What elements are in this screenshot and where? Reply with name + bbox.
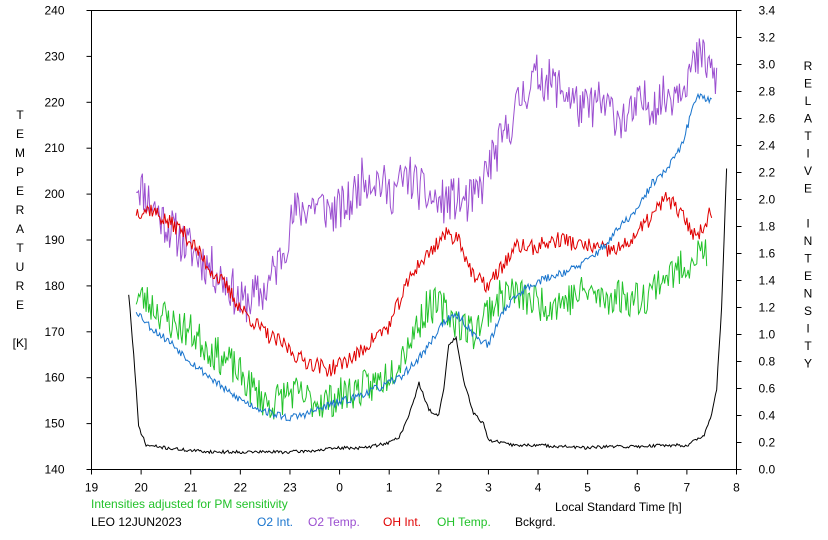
y-left-tick-label: 160 <box>44 371 64 385</box>
y-left-title-letter: E <box>16 127 24 141</box>
legend-item: OH Int. <box>383 515 421 529</box>
y-right-title-letter: N <box>804 234 813 248</box>
axis-labels: 19 20 21 22 23 0 1 2 3 4 5 6 7 8140150160170180190200… <box>13 4 813 530</box>
y-right-title-letter: T <box>804 339 812 353</box>
x-tick-label: 6 <box>634 481 641 495</box>
y-right-tick-label: 0.4 <box>759 409 776 423</box>
x-tick-label: 8 <box>733 481 740 495</box>
x-tick-label: 21 <box>184 481 198 495</box>
legend-item: OH Temp. <box>437 515 491 529</box>
x-tick-label: 22 <box>234 481 248 495</box>
series-oh-temp- <box>135 239 708 420</box>
series-bckgrd- <box>128 168 728 455</box>
y-right-title-letter: E <box>804 182 812 196</box>
y-right-title-letter: A <box>804 112 812 126</box>
y-right-tick-label: 2.4 <box>759 139 776 153</box>
legend-item: O2 Int. <box>257 515 293 529</box>
y-right-title-letter: Y <box>804 357 812 371</box>
y-right-title-letter: I <box>806 217 809 231</box>
y-left-title-letter: [K] <box>13 336 28 350</box>
y-right-title-letter: E <box>804 77 812 91</box>
y-left-title-letter: R <box>16 279 25 293</box>
y-right-title-letter: L <box>805 94 812 108</box>
x-tick-label: 4 <box>535 481 542 495</box>
y-left-title-letter: T <box>16 108 24 122</box>
legend-item: O2 Temp. <box>308 515 360 529</box>
y-left-tick-label: 170 <box>44 325 64 339</box>
x-tick-label: 23 <box>283 481 297 495</box>
legend-item: Bckgrd. <box>515 515 556 529</box>
y-left-tick-label: 150 <box>44 417 64 431</box>
y-left-title-letter: P <box>16 165 24 179</box>
y-right-tick-label: 1.2 <box>759 301 776 315</box>
y-right-tick-label: 2.8 <box>759 85 776 99</box>
y-right-title-letter: V <box>804 164 812 178</box>
y-left-tick-label: 200 <box>44 187 64 201</box>
series-layer <box>128 38 728 455</box>
y-left-tick-label: 140 <box>44 463 64 477</box>
x-tick-label: 19 <box>85 481 99 495</box>
y-right-title-letter: I <box>806 322 809 336</box>
y-right-title-letter: T <box>804 129 812 143</box>
axis-ticks <box>86 10 742 475</box>
x-tick-label: 20 <box>134 481 148 495</box>
y-right-tick-label: 3.0 <box>759 58 776 72</box>
series-o2-int- <box>135 92 712 422</box>
y-right-tick-label: 1.8 <box>759 220 776 234</box>
y-left-title-letter: E <box>16 298 24 312</box>
y-left-tick-label: 230 <box>44 49 64 63</box>
y-right-tick-label: 1.4 <box>759 274 776 288</box>
y-right-tick-label: 2.6 <box>759 112 776 126</box>
y-right-title-letter: I <box>806 147 809 161</box>
y-right-tick-label: 1.6 <box>759 247 776 261</box>
y-right-title-letter: R <box>804 59 813 73</box>
y-right-tick-label: 2.2 <box>759 166 776 180</box>
y-left-title-letter: A <box>16 222 24 236</box>
y-right-tick-label: 0.8 <box>759 355 776 369</box>
y-left-tick-label: 180 <box>44 279 64 293</box>
y-left-tick-label: 220 <box>44 95 64 109</box>
x-tick-label: 1 <box>386 481 393 495</box>
y-left-title-letter: U <box>16 260 25 274</box>
y-left-tick-label: 190 <box>44 233 64 247</box>
y-right-tick-label: 0.2 <box>759 436 776 450</box>
x-axis-title: Local Standard Time [h] <box>555 500 682 514</box>
y-left-title-letter: T <box>16 241 24 255</box>
x-tick-label: 3 <box>485 481 492 495</box>
y-left-title-letter: M <box>15 146 25 160</box>
y-right-tick-label: 0.6 <box>759 382 776 396</box>
y-left-title-letter: R <box>16 203 25 217</box>
y-left-tick-label: 210 <box>44 141 64 155</box>
y-right-title-letter: N <box>804 287 813 301</box>
series-oh-int- <box>135 191 713 377</box>
y-right-title-letter: S <box>804 304 812 318</box>
y-left-title-letter: E <box>16 184 24 198</box>
y-right-title-letter: T <box>804 252 812 266</box>
y-right-tick-label: 3.2 <box>759 31 776 45</box>
x-tick-label: 7 <box>684 481 691 495</box>
y-right-tick-label: 0.0 <box>759 463 776 477</box>
x-tick-label: 2 <box>435 481 442 495</box>
y-right-title-letter: E <box>804 269 812 283</box>
y-right-tick-label: 3.4 <box>759 4 776 18</box>
x-tick-label: 0 <box>336 481 343 495</box>
series-o2-temp- <box>136 38 718 323</box>
y-right-tick-label: 1.0 <box>759 328 776 342</box>
x-tick-label: 5 <box>584 481 591 495</box>
station-date-label: LEO 12JUN2023 <box>91 515 182 529</box>
y-right-tick-label: 2.0 <box>759 193 776 207</box>
y-left-tick-label: 240 <box>44 4 64 18</box>
note-text: Intensities adjusted for PM sensitivity <box>91 497 288 511</box>
